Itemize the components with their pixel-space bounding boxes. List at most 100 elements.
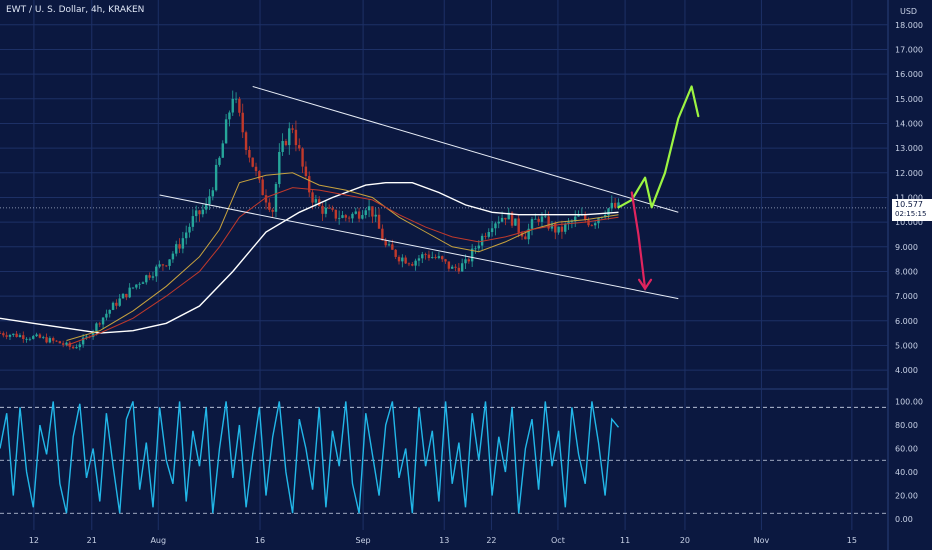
symbol-title: EWT / U. S. Dollar, 4h, KRAKEN [6,5,145,15]
candle-body [414,260,417,266]
candle-body [484,235,487,237]
candle-body [81,337,85,345]
candle-body [357,211,361,219]
candle-body [397,256,401,262]
bullish-arrow [617,85,700,209]
candle-body [85,336,88,338]
candle-body [351,213,354,219]
bearish-arrow-head [637,278,653,291]
candle-body [587,220,590,226]
candle-body [347,217,351,219]
candle-body [278,151,281,185]
candle-body [331,208,334,210]
price-tick-label: 17.000 [895,45,923,54]
date-tick-label: 21 [87,536,97,545]
candle-body [25,338,28,340]
candle-body [221,143,224,158]
date-tick-label: 15 [847,536,857,545]
candle-body [411,264,414,266]
bar-countdown: 02:15:15 [895,210,927,218]
candle-body [185,232,188,239]
date-tick-label: Sep [356,536,371,545]
candle-body [514,218,517,226]
candle-body [101,317,105,325]
currency-label: USD [900,7,917,16]
candle-body [603,215,607,218]
candle-body [271,209,274,212]
price-pane[interactable] [0,85,888,351]
candle-body [131,287,135,289]
candle-body [364,210,367,216]
candle-body [494,223,497,229]
candle-body [38,334,42,338]
candle-body [35,334,38,337]
date-tick-label: Oct [551,536,565,545]
candle-body [108,309,111,314]
candle-body [238,98,241,113]
candle-body [198,210,201,215]
upper-trendline [252,85,679,213]
last-price-label: 10.577 02:15:15 [892,199,932,221]
candle-body [487,232,490,237]
candle-body [151,276,155,278]
oscillator-pane[interactable] [0,401,888,514]
candle-body [218,157,221,165]
candle-body [201,209,205,215]
candle-body [204,204,208,210]
candle-body [148,275,151,278]
candle-body [337,217,341,219]
candle-body [427,254,431,259]
ma-short-line [66,187,619,346]
candle-body [490,228,494,233]
candle-body [384,240,387,246]
candle-body [145,275,148,283]
price-tick-label: 8.000 [895,267,918,276]
oscillator-line [0,401,620,514]
candle-body [570,221,574,223]
candle-body [434,257,437,258]
candle-body [18,335,22,337]
candle-body [125,293,128,298]
candle-body [45,337,48,343]
candle-body [464,259,467,264]
candle-body [451,266,454,269]
candle-body [560,226,564,232]
candle-body [504,217,507,220]
candle-body [298,145,301,149]
candle-body [191,216,195,227]
date-tick-label: 22 [486,536,496,545]
candle-body [564,223,567,232]
candle-body [424,254,427,256]
candle-body [98,323,101,325]
candle-body [105,313,108,318]
candle-body [437,256,441,258]
candle-body [554,223,557,233]
price-tick-label: 7.000 [895,292,918,301]
candle-body [318,199,321,206]
candle-body [470,248,474,262]
candle-body [534,218,537,220]
candle-body [95,323,98,332]
candle-body [314,199,318,203]
candle-body [401,257,404,262]
candle-body [361,215,364,219]
candle-body [71,346,75,349]
candle-body [8,334,12,337]
date-tick-label: 12 [29,536,39,545]
candle-body [374,214,377,217]
candle-body [244,132,248,150]
candle-body [544,216,547,218]
candle-body [135,284,138,288]
candle-body [460,263,464,272]
candle-body [610,202,613,209]
candle-body [115,302,118,306]
candle-body [5,335,8,337]
candle-body [547,216,550,229]
date-tick-label: Aug [150,536,166,545]
candle-body [404,257,407,264]
candle-body [577,214,580,217]
candle-body [344,215,347,218]
candle-body [78,344,81,348]
candle-body [121,293,125,299]
